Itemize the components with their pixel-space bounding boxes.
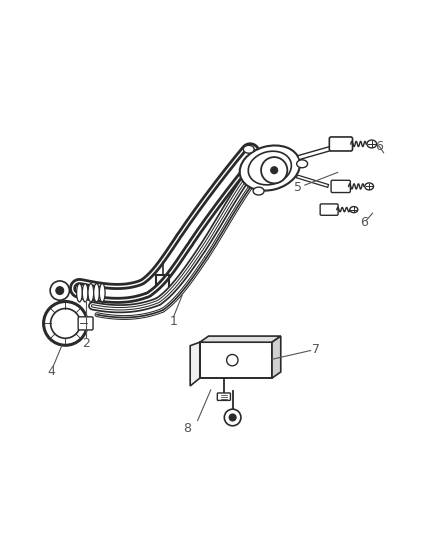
Ellipse shape [349, 207, 357, 213]
Circle shape [43, 302, 87, 345]
Ellipse shape [82, 284, 88, 302]
Circle shape [229, 414, 236, 421]
FancyBboxPatch shape [328, 137, 352, 151]
Text: 6: 6 [374, 140, 382, 152]
Circle shape [50, 281, 69, 300]
Ellipse shape [99, 284, 105, 302]
Ellipse shape [93, 284, 99, 302]
Text: 4: 4 [47, 365, 55, 378]
FancyBboxPatch shape [330, 180, 350, 192]
FancyBboxPatch shape [217, 393, 230, 400]
Text: 1: 1 [169, 314, 177, 328]
Circle shape [56, 287, 64, 295]
Polygon shape [190, 342, 199, 386]
Polygon shape [199, 336, 280, 342]
Ellipse shape [366, 140, 376, 148]
Ellipse shape [88, 284, 93, 302]
Circle shape [50, 309, 80, 338]
Text: 2: 2 [82, 336, 90, 350]
Ellipse shape [248, 151, 291, 185]
FancyBboxPatch shape [319, 204, 337, 215]
Circle shape [226, 354, 237, 366]
Polygon shape [199, 342, 272, 378]
Ellipse shape [364, 183, 373, 190]
FancyBboxPatch shape [78, 317, 93, 330]
Ellipse shape [77, 284, 82, 302]
Text: 5: 5 [293, 181, 302, 194]
Circle shape [270, 167, 277, 174]
Ellipse shape [243, 146, 254, 153]
Text: 8: 8 [182, 422, 190, 435]
Ellipse shape [296, 160, 307, 168]
Ellipse shape [253, 187, 264, 195]
Circle shape [261, 157, 287, 183]
Text: 6: 6 [359, 216, 367, 229]
Polygon shape [272, 336, 280, 378]
Ellipse shape [239, 146, 299, 191]
Circle shape [224, 409, 240, 426]
Text: 7: 7 [311, 343, 319, 356]
